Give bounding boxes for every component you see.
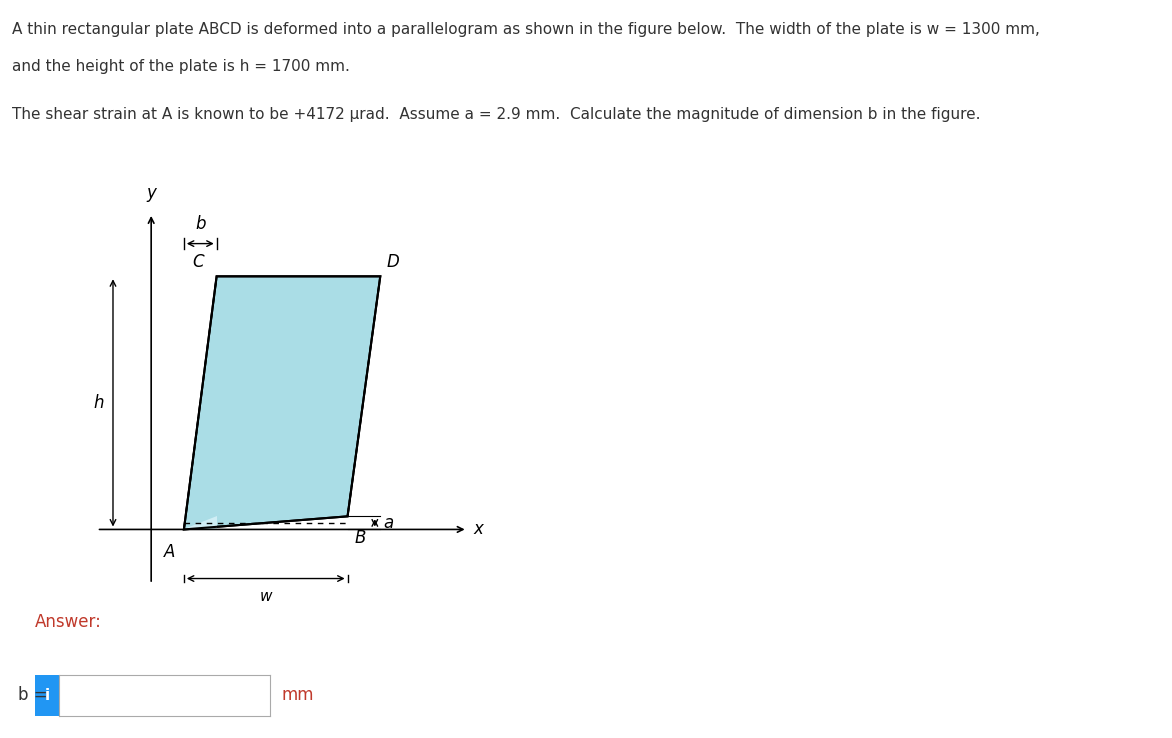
Text: b: b [195,215,205,232]
Text: mm: mm [281,686,314,704]
Polygon shape [184,517,217,529]
Text: i: i [45,688,49,703]
Text: b =: b = [18,686,47,704]
Text: The shear strain at A is known to be +4172 μrad.  Assume a = 2.9 mm.  Calculate : The shear strain at A is known to be +41… [12,107,980,122]
Text: A thin rectangular plate ABCD is deformed into a parallelogram as shown in the f: A thin rectangular plate ABCD is deforme… [12,22,1040,37]
Text: y: y [146,184,156,202]
Text: A: A [164,542,175,561]
Polygon shape [184,276,380,529]
Text: x: x [473,520,483,539]
Text: C: C [192,253,204,271]
Text: h: h [94,394,104,412]
Text: B: B [354,529,366,548]
Text: D: D [387,253,400,271]
Text: Answer:: Answer: [35,613,102,630]
Text: w: w [259,590,272,604]
Text: and the height of the plate is h = 1700 mm.: and the height of the plate is h = 1700 … [12,59,349,74]
Text: a: a [383,514,394,532]
